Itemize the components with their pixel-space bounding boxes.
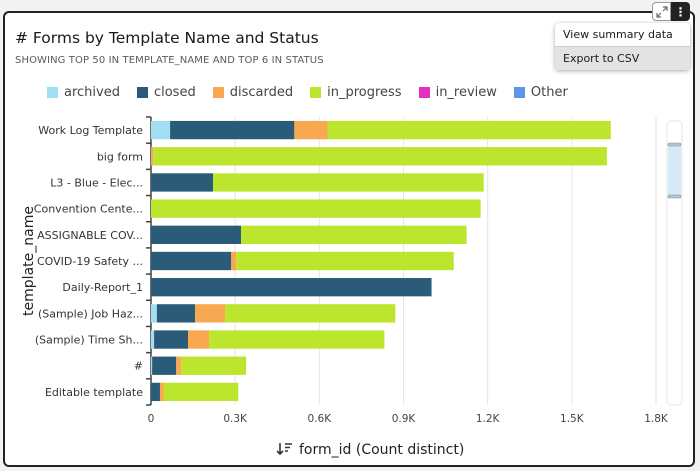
scrollbar-handle-bottom[interactable] xyxy=(667,194,682,199)
legend-item-in-review[interactable]: in_review xyxy=(418,85,497,100)
scrollbar-handle-top[interactable] xyxy=(667,142,682,147)
legend-item-archived[interactable]: archived xyxy=(47,85,120,100)
legend-label: closed xyxy=(153,85,196,100)
bar-discarded[interactable] xyxy=(188,330,210,349)
x-axis-title: form_id (Count distinct) xyxy=(299,442,464,458)
bar-archived[interactable] xyxy=(151,330,155,349)
chart-subtitle: SHOWING TOP 50 IN TEMPLATE_NAME AND TOP … xyxy=(15,55,324,66)
bar-in-progress[interactable] xyxy=(236,251,454,271)
expand-button[interactable] xyxy=(652,2,671,21)
bar-closed[interactable] xyxy=(151,278,432,297)
bar-in-progress[interactable] xyxy=(225,304,396,323)
bar-in-progress[interactable] xyxy=(327,120,611,140)
y-tick-label: Editable template xyxy=(45,386,143,399)
x-tick-label: 1.2K xyxy=(476,413,501,425)
legend-label: discarded xyxy=(229,85,294,100)
legend: archived closed discarded in_progress in_rev… xyxy=(47,85,568,100)
y-tick-label: # xyxy=(134,360,143,373)
bar-in-progress[interactable] xyxy=(209,330,385,349)
chart-title: # Forms by Template Name and Status xyxy=(15,29,319,47)
bar-closed[interactable] xyxy=(151,225,242,244)
legend-item-discarded[interactable]: discarded xyxy=(212,85,294,100)
y-tick-label: Convention Cente... xyxy=(34,203,143,216)
bar-discarded[interactable] xyxy=(151,147,154,166)
legend-label: in_progress xyxy=(327,85,402,100)
bar-in-progress[interactable] xyxy=(241,225,467,244)
legend-label: in_review xyxy=(435,85,497,100)
legend-item-closed[interactable]: closed xyxy=(136,85,196,100)
bar-closed[interactable] xyxy=(156,304,196,323)
legend-swatch xyxy=(212,87,224,98)
bar-closed[interactable] xyxy=(154,330,189,349)
y-tick-label: Daily-Report_1 xyxy=(62,281,143,294)
y-axis-title: template_name xyxy=(21,206,37,316)
x-tick-label: 0.9K xyxy=(392,413,417,425)
x-tick-label: 1.5K xyxy=(560,413,585,425)
y-tick-label: L3 - Blue - Elec... xyxy=(50,176,143,189)
bar-discarded[interactable] xyxy=(195,304,226,323)
expand-icon xyxy=(655,5,668,18)
bar-archived[interactable] xyxy=(151,120,171,140)
legend-label: Other xyxy=(530,85,568,100)
legend-swatch xyxy=(513,87,525,98)
options-menu: View summary data Export to CSV xyxy=(555,23,690,70)
visual-card: # Forms by Template Name and Status SHOW… xyxy=(3,11,695,467)
visual-controls: ⋮ xyxy=(652,2,690,21)
bar-in-progress[interactable] xyxy=(163,382,239,402)
more-vertical-icon: ⋮ xyxy=(674,4,687,19)
chart-plot: 0 0.3K 0.6K 0.9K 1.2K 1.5K 1.8K Work Log Templa… xyxy=(21,116,683,458)
bar-archived[interactable] xyxy=(151,356,153,375)
legend-swatch xyxy=(418,87,430,98)
y-tick-label: (Sample) Time Sh... xyxy=(35,334,143,347)
bar-in-progress[interactable] xyxy=(151,199,481,218)
bar-discarded[interactable] xyxy=(159,382,164,402)
bar-archived[interactable] xyxy=(151,304,157,323)
y-tick-label: big form xyxy=(97,150,143,163)
menu-item-view-summary-data[interactable]: View summary data xyxy=(563,28,673,41)
y-tick-label: ASSIGNABLE COV... xyxy=(37,229,143,242)
y-tick-label: Work Log Template xyxy=(38,124,143,137)
menu-item-export-to-csv[interactable]: Export to CSV xyxy=(555,46,690,70)
x-tick-label: 1.8K xyxy=(644,413,669,425)
bar-discarded[interactable] xyxy=(231,251,237,271)
bar-closed[interactable] xyxy=(151,251,232,271)
x-tick-label: 0.3K xyxy=(223,413,248,425)
y-tick-label: COVID-19 Safety ... xyxy=(37,255,143,268)
bar-in-progress[interactable] xyxy=(213,173,484,192)
sort-descending-icon[interactable] xyxy=(276,443,292,456)
bar-closed[interactable] xyxy=(151,173,214,192)
x-tick-label: 0.6K xyxy=(308,413,333,425)
bar-closed[interactable] xyxy=(170,120,295,140)
bar-in-progress[interactable] xyxy=(153,147,607,166)
bar-in-progress[interactable] xyxy=(181,356,247,375)
legend-label: archived xyxy=(64,85,120,100)
legend-swatch xyxy=(47,87,58,98)
bar-discarded[interactable] xyxy=(294,120,328,140)
more-options-button[interactable]: ⋮ xyxy=(671,2,690,21)
legend-swatch xyxy=(310,87,322,98)
bar-discarded[interactable] xyxy=(176,356,182,375)
scrollbar-thumb[interactable] xyxy=(668,144,681,197)
x-tick-label: 0 xyxy=(148,413,155,425)
y-tick-label: (Sample) Job Haz... xyxy=(38,307,143,320)
legend-swatch xyxy=(136,87,148,98)
legend-item-other[interactable]: Other xyxy=(513,85,568,100)
legend-item-in-progress[interactable]: in_progress xyxy=(310,85,402,100)
bar-closed[interactable] xyxy=(152,356,177,375)
bar-closed[interactable] xyxy=(151,382,160,402)
